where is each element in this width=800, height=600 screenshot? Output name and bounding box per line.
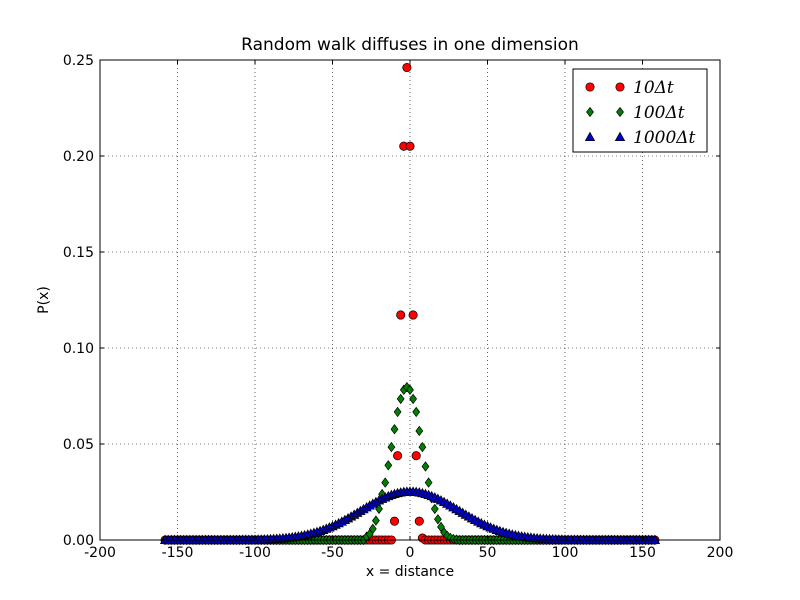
chart-title: Random walk diffuses in one dimension [241, 35, 579, 55]
y-tick-label: 0.00 [63, 533, 94, 549]
data-point [409, 393, 417, 405]
data-point [372, 515, 380, 526]
data-point [390, 424, 399, 435]
y-tick-label: 0.20 [63, 149, 94, 165]
data-point [393, 451, 403, 461]
data-point [434, 514, 442, 525]
y-tick-label: 0.25 [63, 53, 94, 69]
data-point [414, 516, 424, 526]
data-point [396, 393, 405, 405]
legend-marker [586, 106, 594, 118]
legend-box [572, 68, 708, 153]
data-point [368, 523, 377, 535]
legend-marker [615, 82, 625, 92]
data-point [403, 381, 411, 393]
axis-ticks: -200 -150 -100 -50 0 50 100 150 200 0.00 0.05 0.10 0… [63, 53, 734, 561]
y-tick-label: 0.15 [63, 245, 94, 261]
x-axis-label: x = distance [366, 564, 454, 580]
legend: 10Δt 100Δt 1000Δt [572, 68, 708, 153]
y-tick-label: 0.10 [63, 341, 94, 357]
x-tick-label: -200 [84, 545, 116, 561]
data-point [418, 441, 427, 453]
data-point [421, 461, 430, 472]
data-point [396, 310, 406, 320]
x-tick-label: 100 [552, 545, 579, 561]
data-point [408, 310, 418, 320]
legend-marker [616, 106, 624, 118]
y-axis-label: P(x) [36, 286, 52, 314]
x-tick-label: 0 [406, 545, 415, 561]
data-point [387, 441, 396, 453]
x-tick-label: -100 [239, 545, 271, 561]
legend-marker [614, 131, 626, 142]
data-point [424, 477, 433, 488]
grid-lines [100, 60, 720, 540]
data-point [411, 451, 421, 461]
data-point [415, 425, 424, 437]
x-tick-label: 200 [707, 545, 734, 561]
legend-label: 100Δt [633, 103, 685, 123]
legend-marker [585, 82, 595, 92]
legend-label: 1000Δt [633, 128, 696, 148]
data-point [405, 141, 415, 151]
data-point [402, 62, 412, 73]
x-tick-label: -50 [321, 545, 344, 561]
data-point [412, 406, 421, 418]
data-point [384, 460, 393, 471]
y-tick-label: 0.05 [63, 437, 94, 453]
data-marks [159, 62, 661, 546]
data-point [393, 406, 402, 418]
x-tick-label: -150 [162, 545, 194, 561]
legend-marker [584, 131, 596, 142]
data-point [430, 503, 439, 515]
legend-label: 10Δt [633, 78, 674, 98]
data-point [406, 384, 414, 396]
data-point [389, 516, 400, 526]
x-tick-label: 50 [479, 545, 497, 561]
data-point [381, 477, 390, 488]
x-tick-label: 150 [629, 545, 656, 561]
